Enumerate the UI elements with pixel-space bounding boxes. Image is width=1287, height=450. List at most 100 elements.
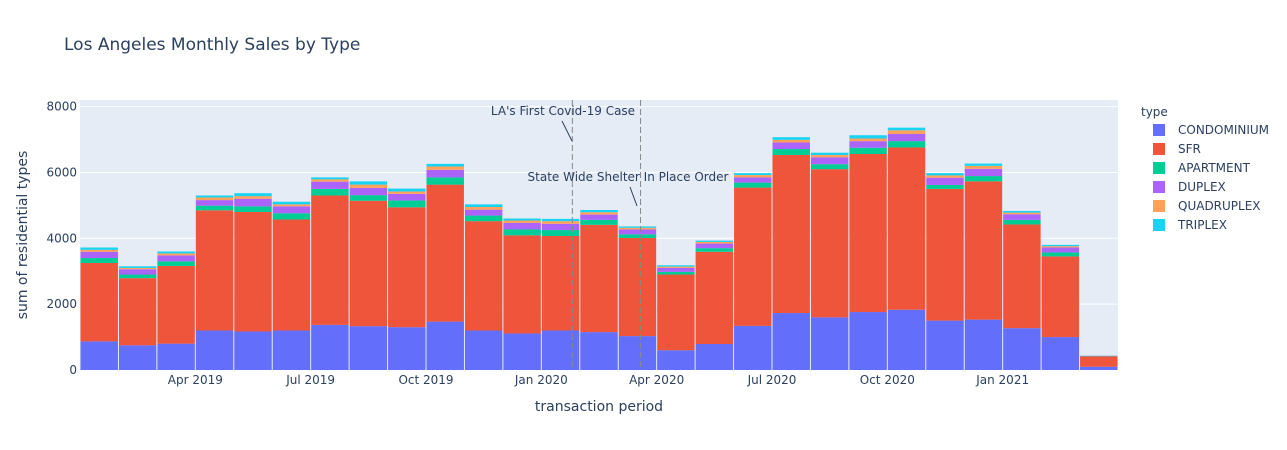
bar-condominium-2020-10[interactable] xyxy=(887,309,926,370)
bar-condominium-2019-07[interactable] xyxy=(311,324,349,370)
bar-sfr-2019-09[interactable] xyxy=(388,207,426,328)
bar-sfr-2019-03[interactable] xyxy=(157,265,195,344)
bar-condominium-2020-11[interactable] xyxy=(926,320,964,370)
bar-condominium-2021-03[interactable] xyxy=(1080,366,1118,370)
bar-sfr-2021-02[interactable] xyxy=(1041,256,1080,338)
bar-condominium-2021-01[interactable] xyxy=(1003,328,1041,370)
bar-triplex-2019-09[interactable] xyxy=(388,188,426,192)
bar-sfr-2019-10[interactable] xyxy=(426,184,464,322)
bar-apartment-2020-08[interactable] xyxy=(810,164,849,170)
bar-sfr-2020-03[interactable] xyxy=(618,237,657,337)
bar-quadruplex-2019-05[interactable] xyxy=(234,196,272,199)
legend-item-condominium[interactable]: CONDOMINIUM xyxy=(1153,123,1269,137)
bar-sfr-2019-05[interactable] xyxy=(234,211,272,332)
bar-condominium-2020-08[interactable] xyxy=(810,317,849,370)
bar-apartment-2019-03[interactable] xyxy=(157,261,195,266)
bar-quadruplex-2020-12[interactable] xyxy=(964,165,1003,169)
bar-quadruplex-2019-07[interactable] xyxy=(311,179,349,182)
bar-condominium-2019-03[interactable] xyxy=(157,343,195,370)
bar-sfr-2021-01[interactable] xyxy=(1003,224,1041,329)
bar-sfr-2019-06[interactable] xyxy=(272,219,311,331)
bar-duplex-2020-04[interactable] xyxy=(657,267,695,272)
bar-apartment-2019-07[interactable] xyxy=(311,188,349,196)
bar-duplex-2020-06[interactable] xyxy=(734,177,772,183)
legend-item-duplex[interactable]: DUPLEX xyxy=(1153,180,1226,194)
bar-condominium-2020-01[interactable] xyxy=(541,330,580,370)
bar-sfr-2020-12[interactable] xyxy=(964,181,1003,320)
bar-duplex-2019-05[interactable] xyxy=(234,198,272,207)
bar-triplex-2020-01[interactable] xyxy=(541,218,580,222)
bar-condominium-2019-01[interactable] xyxy=(80,341,118,370)
bar-sfr-2020-02[interactable] xyxy=(580,224,618,333)
bar-condominium-2019-05[interactable] xyxy=(234,331,272,370)
bar-triplex-2020-03[interactable] xyxy=(618,226,657,228)
bar-duplex-2019-03[interactable] xyxy=(157,255,195,262)
bar-duplex-2020-09[interactable] xyxy=(849,141,887,148)
bar-quadruplex-2019-06[interactable] xyxy=(272,204,311,207)
bar-quadruplex-2019-02[interactable] xyxy=(118,267,157,270)
bar-sfr-2019-12[interactable] xyxy=(503,235,541,334)
bar-apartment-2019-08[interactable] xyxy=(349,195,388,201)
bar-triplex-2020-02[interactable] xyxy=(580,209,618,213)
bar-condominium-2020-04[interactable] xyxy=(657,350,695,370)
bar-sfr-2020-10[interactable] xyxy=(887,147,926,310)
bar-triplex-2019-08[interactable] xyxy=(349,181,388,185)
bar-duplex-2021-01[interactable] xyxy=(1003,214,1041,220)
bar-triplex-2021-02[interactable] xyxy=(1041,244,1080,247)
legend[interactable]: CONDOMINIUM SFR APARTMENT DUPLEX QUADRUPLEX T… xyxy=(1153,123,1269,232)
bar-triplex-2019-02[interactable] xyxy=(118,266,157,268)
bar-apartment-2021-01[interactable] xyxy=(1003,219,1041,225)
bar-condominium-2020-06[interactable] xyxy=(734,325,772,370)
legend-item-sfr[interactable]: SFR xyxy=(1153,142,1201,156)
bar-triplex-2020-09[interactable] xyxy=(849,135,887,139)
bar-apartment-2020-03[interactable] xyxy=(618,234,657,238)
bar-sfr-2020-06[interactable] xyxy=(734,187,772,326)
bar-quadruplex-2020-06[interactable] xyxy=(734,175,772,178)
bar-quadruplex-2020-10[interactable] xyxy=(887,130,926,134)
bar-triplex-2020-05[interactable] xyxy=(695,240,734,242)
bar-apartment-2019-04[interactable] xyxy=(195,205,234,211)
bar-condominium-2019-04[interactable] xyxy=(195,330,234,370)
bar-quadruplex-2020-03[interactable] xyxy=(618,227,657,230)
bar-duplex-2020-05[interactable] xyxy=(695,243,734,249)
bar-apartment-2020-04[interactable] xyxy=(657,271,695,275)
bar-condominium-2020-12[interactable] xyxy=(964,319,1003,370)
bar-triplex-2019-05[interactable] xyxy=(234,193,272,197)
bar-apartment-2019-10[interactable] xyxy=(426,177,464,185)
bar-quadruplex-2020-09[interactable] xyxy=(849,138,887,142)
bar-sfr-2020-04[interactable] xyxy=(657,274,695,351)
bar-sfr-2020-11[interactable] xyxy=(926,188,964,321)
bar-apartment-2020-02[interactable] xyxy=(580,219,618,225)
bar-condominium-2020-07[interactable] xyxy=(772,313,810,370)
legend-item-triplex[interactable]: TRIPLEX xyxy=(1153,218,1227,232)
legend-item-quadruplex[interactable]: QUADRUPLEX xyxy=(1153,199,1261,213)
bar-triplex-2020-07[interactable] xyxy=(772,137,810,140)
bar-triplex-2021-01[interactable] xyxy=(1003,210,1041,213)
bar-condominium-2020-09[interactable] xyxy=(849,312,887,370)
bar-sfr-2020-07[interactable] xyxy=(772,154,810,314)
bar-duplex-2021-02[interactable] xyxy=(1041,247,1080,253)
bar-apartment-2020-07[interactable] xyxy=(772,149,810,155)
bar-duplex-2020-10[interactable] xyxy=(887,133,926,142)
bar-condominium-2019-12[interactable] xyxy=(503,333,541,370)
bar-sfr-2021-03[interactable] xyxy=(1080,356,1118,367)
bar-apartment-2020-11[interactable] xyxy=(926,184,964,189)
bar-apartment-2020-01[interactable] xyxy=(541,230,580,236)
bar-apartment-2020-06[interactable] xyxy=(734,182,772,188)
bar-triplex-2019-06[interactable] xyxy=(272,201,311,205)
bar-condominium-2019-11[interactable] xyxy=(464,330,503,370)
bar-duplex-2019-04[interactable] xyxy=(195,200,234,206)
bar-apartment-2019-09[interactable] xyxy=(388,200,426,208)
legend-item-apartment[interactable]: APARTMENT xyxy=(1153,161,1251,175)
bar-apartment-2019-12[interactable] xyxy=(503,229,541,236)
bar-apartment-2019-01[interactable] xyxy=(80,258,118,263)
bar-duplex-2019-12[interactable] xyxy=(503,222,541,230)
bar-quadruplex-2020-02[interactable] xyxy=(580,212,618,215)
bar-quadruplex-2019-09[interactable] xyxy=(388,191,426,194)
bar-duplex-2020-01[interactable] xyxy=(541,223,580,231)
bar-triplex-2020-04[interactable] xyxy=(657,265,695,267)
bar-quadruplex-2021-02[interactable] xyxy=(1041,246,1080,248)
bar-condominium-2019-06[interactable] xyxy=(272,330,311,370)
bar-sfr-2019-07[interactable] xyxy=(311,195,349,325)
bar-triplex-2020-12[interactable] xyxy=(964,163,1003,166)
